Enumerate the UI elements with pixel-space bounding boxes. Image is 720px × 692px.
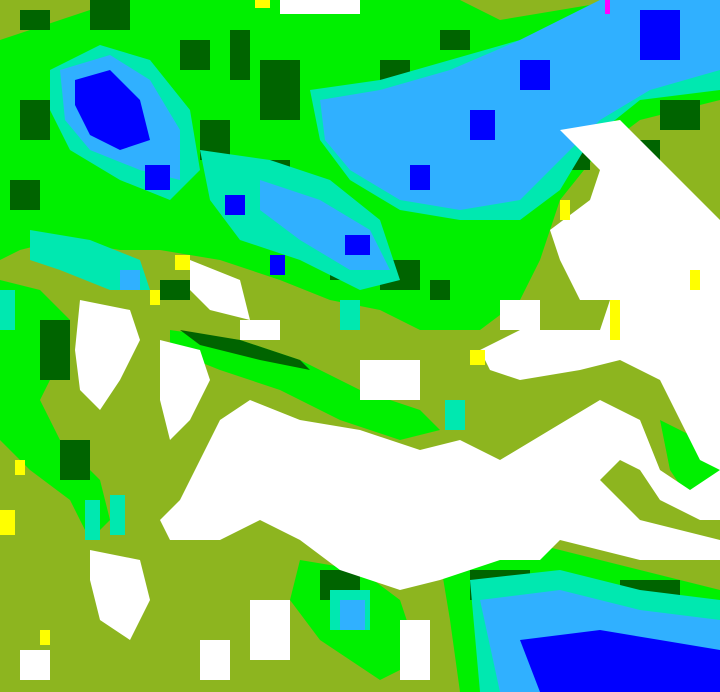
blue-region bbox=[75, 10, 720, 692]
yellow-region bbox=[0, 0, 700, 645]
magenta-pixel bbox=[605, 0, 610, 14]
white-region bbox=[20, 0, 720, 680]
